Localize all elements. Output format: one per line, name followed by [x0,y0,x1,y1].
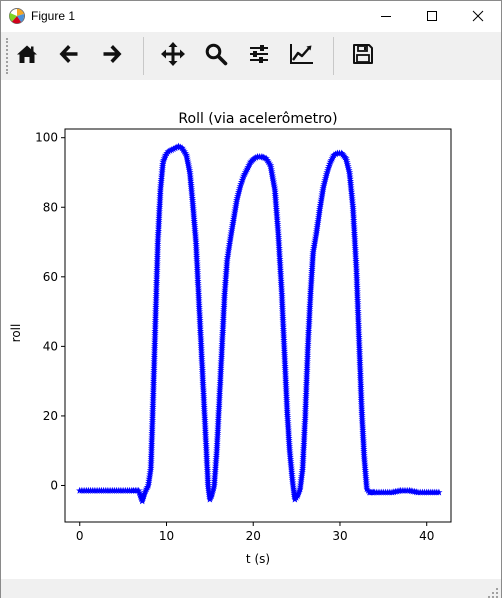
x-tick-label: 30 [332,529,347,543]
y-tick-label: 0 [50,478,58,492]
pan-button[interactable] [155,38,191,74]
forward-button[interactable] [94,38,130,74]
roll-chart: 0 10 20 30 40 0 20 40 60 80 100 Roll (via acelerô… [9,111,452,566]
maximize-icon [426,7,438,26]
y-tick-label: 60 [43,270,58,284]
arrow-left-icon [57,42,81,70]
status-bar [1,579,501,598]
chart-line-icon [289,42,315,70]
home-icon [15,42,39,70]
minimize-button[interactable] [363,1,409,32]
navigation-toolbar [1,32,501,80]
sliders-icon [247,42,271,70]
size-grip-icon[interactable] [487,584,499,598]
toolbar-separator [143,37,144,75]
toolbar-separator [333,37,334,75]
figure-canvas[interactable]: 0 10 20 30 40 0 20 40 60 80 100 Roll (via acelerô… [1,81,501,579]
toolbar-grip[interactable] [6,38,9,74]
y-tick-label: 40 [43,339,58,353]
floppy-disk-icon [352,43,374,69]
chart-title: Roll (via acelerômetro) [178,111,337,127]
back-button[interactable] [51,38,87,74]
x-axis-label: t (s) [246,552,270,566]
configure-subplots-button[interactable] [241,38,277,74]
x-tick-label: 20 [246,529,261,543]
magnifier-icon [204,42,228,70]
matplotlib-app-icon [8,7,26,25]
x-tick-label: 40 [419,529,434,543]
x-tick-label: 10 [159,529,174,543]
window-title: Figure 1 [31,9,76,23]
close-button[interactable] [455,1,501,32]
edit-axes-button[interactable] [284,38,320,74]
plot-area [64,128,452,523]
maximize-button[interactable] [409,1,455,32]
title-bar[interactable]: Figure 1 [1,1,501,32]
close-icon [472,7,484,26]
arrow-right-icon [100,42,124,70]
home-button[interactable] [9,38,45,74]
y-tick-label: 80 [43,200,58,214]
zoom-button[interactable] [198,38,234,74]
y-tick-label: 100 [35,131,58,145]
x-tick-label: 0 [76,529,84,543]
minimize-icon [380,7,392,26]
y-axis-label: roll [9,324,23,343]
move-icon [160,41,186,71]
save-button[interactable] [345,38,381,74]
y-tick-label: 20 [43,409,58,423]
